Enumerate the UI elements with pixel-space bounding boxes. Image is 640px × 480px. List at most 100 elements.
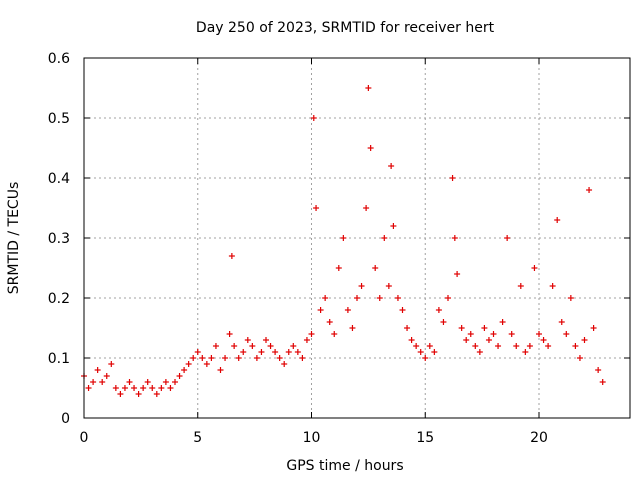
data-point [263,337,269,343]
x-axis-label: GPS time / hours [286,458,403,474]
data-point [363,205,370,211]
y-axis-label: SRMTID / TECUs [6,182,22,295]
data-point [235,355,242,361]
data-point [388,163,395,169]
data-point [228,253,235,259]
data-point [581,337,588,343]
y-tick-label: 0.6 [48,51,70,67]
data-point [162,379,169,385]
data-point [408,337,415,343]
data-point [276,355,283,361]
data-point [490,331,497,337]
data-point [449,175,456,181]
data-point [599,379,606,385]
data-point [308,331,315,337]
data-point [322,295,329,301]
data-point [267,343,274,349]
data-point [454,271,461,277]
data-point [445,295,451,301]
data-point [190,355,197,361]
data-point [253,355,260,361]
data-point [472,343,479,349]
data-point [99,379,106,385]
data-point [485,337,492,343]
data-point [526,343,533,349]
data-point [103,373,110,379]
data-point [290,343,297,349]
x-tick-label: 5 [193,430,202,446]
data-point [222,355,229,361]
data-point [317,307,324,313]
data-point [231,343,238,349]
data-point [536,331,542,337]
data-point [94,367,101,373]
data-point [563,331,570,337]
x-tick-label: 0 [80,430,89,446]
data-point [240,349,247,355]
data-point [126,379,133,385]
data-point [299,355,306,361]
data-point [372,265,379,271]
data-point [272,349,279,355]
x-tick-label: 15 [416,430,434,446]
data-point [531,265,538,271]
data-point [285,349,292,355]
data-point [172,379,178,385]
data-point [244,337,251,343]
data-point [426,343,433,349]
data-point [158,385,165,391]
data-point [508,331,515,337]
data-point [365,85,372,91]
data-point [294,349,301,355]
data-point [226,331,233,337]
data-point [567,295,574,301]
y-tick-label: 0.5 [48,111,70,127]
data-point [349,325,356,331]
data-point [495,343,502,349]
data-point [131,385,138,391]
data-point [394,295,401,301]
data-point [431,349,438,355]
data-point [108,361,115,367]
data-point [404,325,411,331]
data-point [144,379,151,385]
data-point [90,379,97,385]
data-point [440,319,447,325]
data-point [435,307,442,313]
data-point [385,283,392,289]
data-point [140,385,147,391]
data-point [281,361,288,367]
data-point [354,295,360,301]
data-point [381,235,388,241]
data-point [344,307,351,313]
data-point [199,355,206,361]
data-point [417,349,424,355]
data-point [303,337,310,343]
data-point [540,337,547,343]
data-point [458,325,465,331]
data-point [572,343,579,349]
data-points [81,85,606,397]
data-point [476,349,483,355]
data-point [149,385,156,391]
data-point [217,367,224,373]
data-point [481,325,488,331]
data-point [413,343,420,349]
data-point [517,283,524,289]
data-point [399,307,406,313]
data-point [463,337,470,343]
data-point [522,349,529,355]
data-point [167,385,174,391]
data-point [422,355,429,361]
data-point [554,217,561,223]
data-point [153,391,160,397]
x-tick-label: 10 [303,430,321,446]
data-point [310,115,317,121]
y-tick-label: 0 [61,411,70,427]
y-tick-label: 0.1 [48,351,70,367]
data-point [117,391,124,397]
data-point [340,235,347,241]
y-tick-label: 0.4 [48,171,70,187]
data-point [590,325,597,331]
